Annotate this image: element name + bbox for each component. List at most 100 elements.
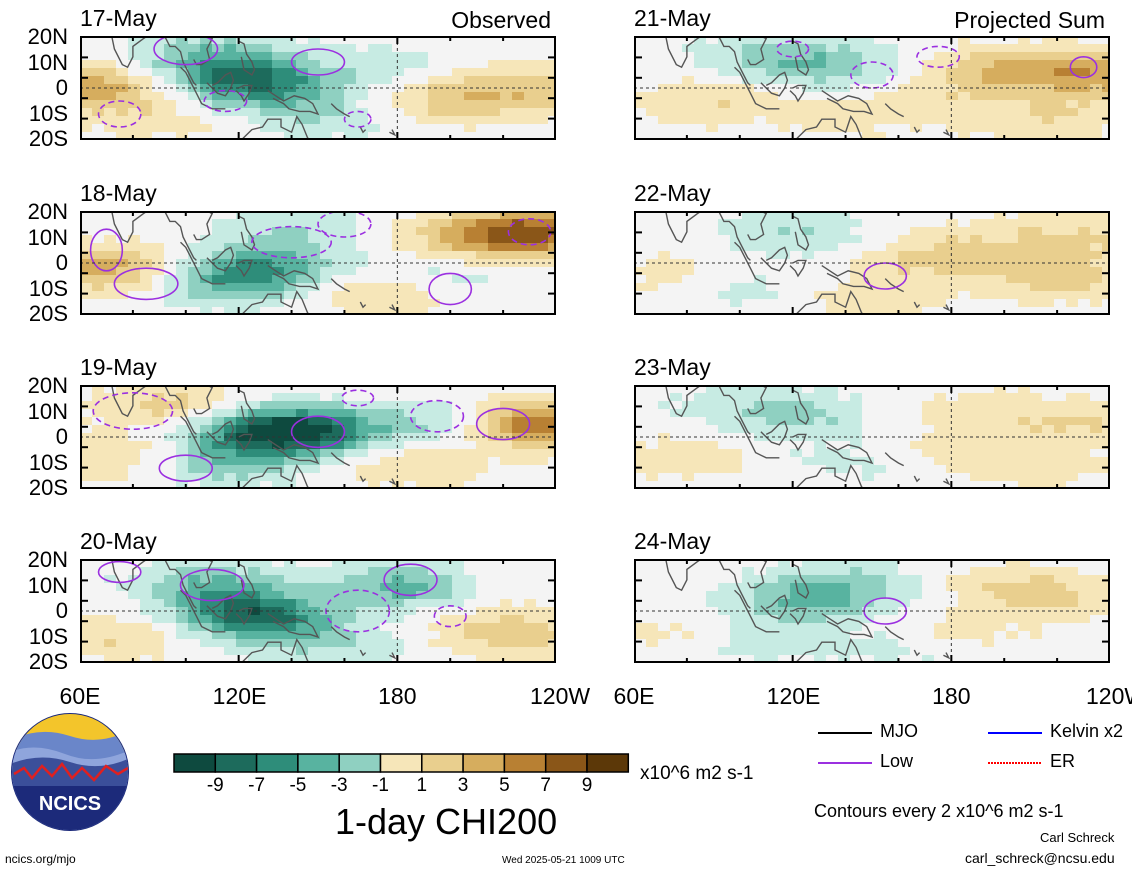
field-cell: [670, 68, 683, 77]
field-cell: [152, 599, 165, 608]
field-cell: [646, 393, 659, 402]
field-cell: [512, 251, 525, 260]
field-cell: [380, 299, 393, 308]
field-cell: [910, 291, 923, 300]
field-cell: [922, 591, 935, 600]
field-cell: [658, 441, 671, 450]
lat-label: 20S: [28, 475, 68, 500]
field-cell: [152, 655, 165, 663]
panel-frame: [80, 559, 556, 663]
field-cell: [344, 409, 357, 418]
field-cell: [272, 409, 285, 418]
field-cell: [946, 108, 959, 117]
field-cell: [368, 291, 381, 300]
field-cell: [1006, 417, 1019, 426]
field-cell: [1042, 68, 1055, 77]
field-cell: [790, 299, 803, 308]
field-cell: [200, 481, 213, 489]
field-cell: [826, 599, 839, 608]
field-cell: [92, 457, 105, 466]
field-cell: [718, 52, 731, 61]
field-cell: [500, 623, 513, 632]
field-cell: [344, 307, 357, 315]
field-cell: [862, 425, 875, 434]
field-cell: [1090, 108, 1103, 117]
field-cell: [634, 36, 647, 45]
field-cell: [1018, 275, 1031, 284]
field-cell: [1090, 385, 1103, 394]
field-cell: [344, 68, 357, 77]
field-cell: [670, 567, 683, 576]
field-cell: [730, 559, 743, 568]
field-cell: [524, 283, 537, 292]
low-contour: [290, 48, 346, 76]
field-cell: [104, 417, 117, 426]
field-cell: [536, 409, 549, 418]
field-cell: [284, 417, 297, 426]
lat-label: 10S: [28, 623, 68, 649]
field-cell: [524, 385, 537, 394]
field-cell: [766, 275, 779, 284]
field-cell: [850, 219, 863, 228]
field-cell: [1054, 441, 1067, 450]
field-cell: [754, 251, 767, 260]
field-cell: [922, 583, 935, 592]
field-cell: [440, 473, 453, 482]
field-cell: [248, 591, 261, 600]
coastline: [913, 475, 921, 483]
field-cell: [224, 60, 237, 69]
field-cell: [874, 92, 887, 101]
field-cell: [536, 599, 549, 608]
field-cell: [236, 307, 249, 315]
field-cell: [224, 76, 237, 85]
field-cell: [212, 227, 225, 236]
field-cell: [308, 473, 321, 482]
field-cell: [742, 591, 755, 600]
field-cell: [164, 211, 177, 220]
field-cell: [646, 599, 659, 608]
coastline: [206, 594, 235, 620]
field-cell: [742, 76, 755, 85]
field-cell: [802, 465, 815, 474]
field-cell: [850, 575, 863, 584]
field-cell: [440, 36, 453, 45]
field-cell: [212, 251, 225, 260]
field-cell: [200, 219, 213, 228]
field-cell: [814, 623, 827, 632]
field-cell: [634, 116, 647, 125]
field-cell: [92, 235, 105, 244]
field-cell: [344, 623, 357, 632]
field-cell: [754, 647, 767, 656]
field-cell: [248, 583, 261, 592]
field-cell: [934, 473, 947, 482]
field-cell: [512, 409, 525, 418]
field-cell: [224, 567, 237, 576]
field-cell: [1066, 108, 1079, 117]
field-cell: [260, 36, 273, 45]
field-cell: [500, 60, 513, 69]
field-cell: [994, 425, 1007, 434]
field-cell: [742, 473, 755, 482]
field-cell: [176, 108, 189, 117]
field-cell: [694, 465, 707, 474]
field-cell: [464, 583, 477, 592]
field-cell: [706, 227, 719, 236]
field-cell: [994, 417, 1007, 426]
field-cell: [1054, 92, 1067, 101]
field-cell: [524, 465, 537, 474]
field-cell: [236, 449, 249, 458]
field-cell: [886, 409, 899, 418]
field-cell: [826, 227, 839, 236]
field-cell: [706, 219, 719, 228]
field-cell: [1018, 655, 1031, 663]
field-cell: [1102, 108, 1110, 117]
field-cell: [970, 36, 983, 45]
colorbar-swatch: [421, 753, 464, 773]
field-cell: [658, 425, 671, 434]
field-cell: [970, 235, 983, 244]
field-cell: [320, 299, 333, 308]
field-cell: [344, 441, 357, 450]
field-cell: [272, 44, 285, 53]
field-cell: [536, 639, 549, 648]
field-cell: [440, 465, 453, 474]
